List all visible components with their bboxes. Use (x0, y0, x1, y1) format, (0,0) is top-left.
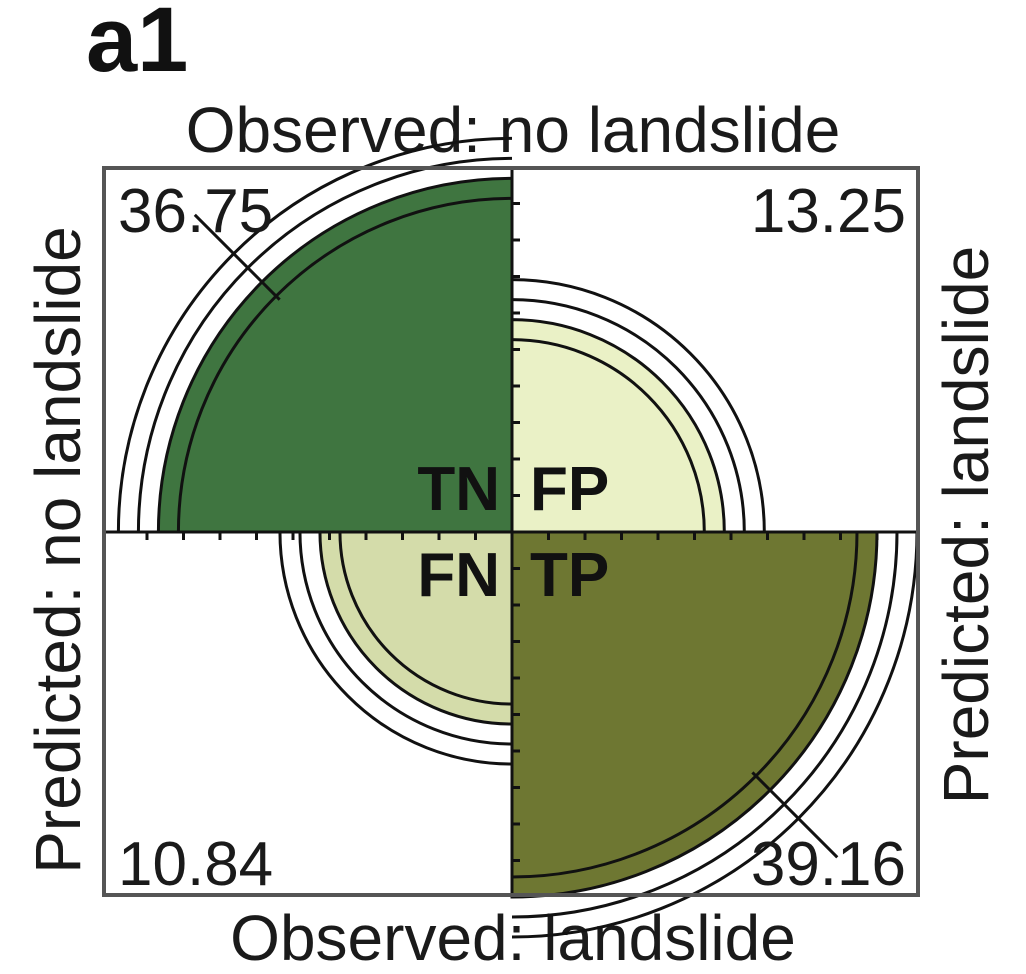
confidence-ring-fp-1 (511, 338, 706, 533)
cell-value-fp: 13.25 (751, 177, 906, 246)
cell-value-fn: 10.84 (118, 830, 273, 899)
quadrant-fn (278, 530, 514, 766)
panel-label: a1 (86, 0, 189, 91)
cell-key-tp: TP (530, 541, 609, 610)
confidence-ring-fn-1 (338, 531, 513, 706)
sector-fn (318, 530, 514, 726)
confidence-ring-fn-3 (278, 531, 513, 766)
cell-value-tn: 36.75 (118, 177, 273, 246)
plot-frame (102, 166, 920, 897)
sector-fp (510, 318, 726, 534)
cell-key-fp: FP (530, 455, 609, 524)
quadrant-fp (510, 278, 766, 534)
confidence-ring-fp-2 (511, 298, 746, 533)
observed-no-landslide-label: Observed: no landslide (185, 94, 841, 166)
diagonal-marker-tn (193, 213, 281, 301)
cell-key-tn: TN (417, 455, 500, 524)
confidence-ring-fn-2 (298, 531, 513, 746)
cell-value-tp: 39.16 (751, 830, 906, 899)
confidence-ring-fp-3 (511, 278, 766, 533)
diagonal-marker-tp (751, 771, 839, 859)
cell-key-fn: FN (417, 541, 500, 610)
